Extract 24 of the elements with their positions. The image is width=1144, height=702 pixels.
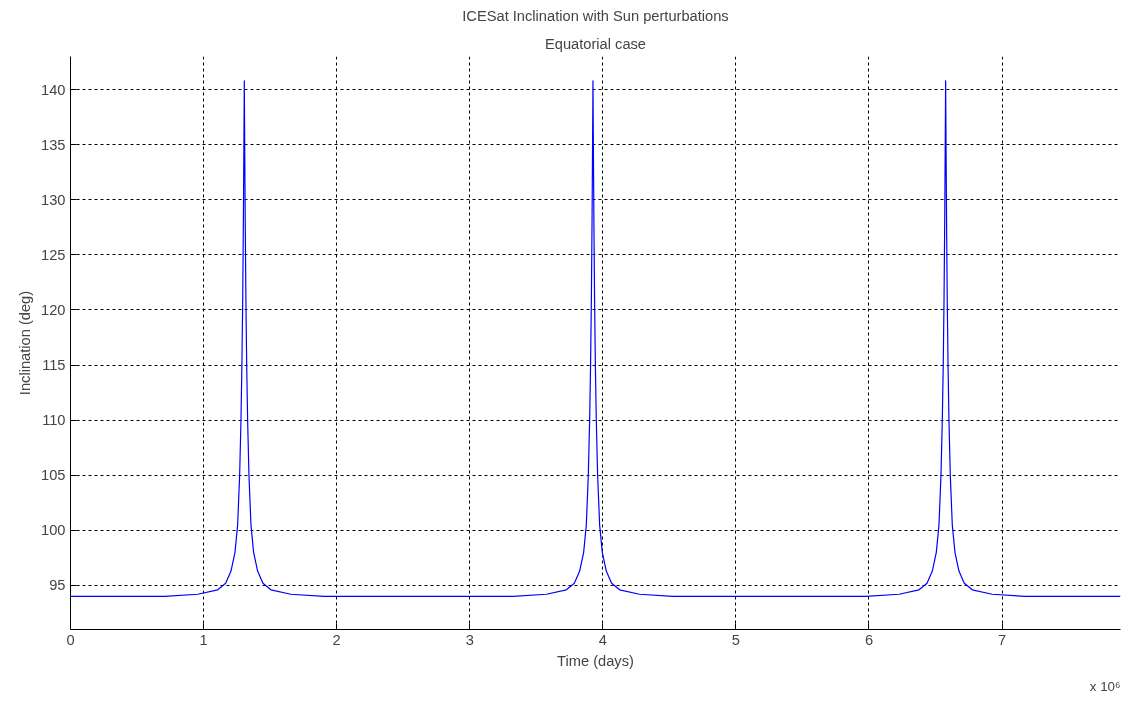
y-tick-label: 110: [42, 412, 66, 429]
y-tick-label: 95: [49, 577, 66, 594]
x-axis-title: Time (days): [557, 652, 634, 669]
x-tick-label: 4: [598, 631, 607, 648]
y-tick-label: 130: [41, 191, 66, 208]
x-tick-label: 3: [465, 631, 474, 648]
y-tick-label: 125: [41, 246, 66, 263]
x-tick-label: 7: [997, 631, 1007, 648]
x-tick-label: 2: [332, 631, 341, 648]
line-series: [70, 80, 1121, 598]
y-tick-label: 140: [41, 81, 66, 98]
y-axis-title: Inclination (deg): [17, 290, 34, 396]
chart-subtitle: Equatorial case: [544, 35, 647, 52]
y-tick-label: 120: [41, 301, 66, 318]
x-tick-label: 0: [66, 631, 75, 648]
text: x 10⁶: [1089, 678, 1121, 694]
y-tick-label: 115: [42, 357, 66, 374]
chart-title: ICESat Inclination with Sun perturbations: [462, 7, 729, 24]
x-tick-label: 6: [864, 631, 874, 648]
x-tick-label: 5: [731, 631, 740, 648]
x-tick-label: 1: [199, 631, 208, 648]
y-tick-label: 100: [41, 522, 66, 539]
y-tick-label: 105: [41, 467, 66, 484]
y-tick-label: 135: [41, 136, 66, 153]
